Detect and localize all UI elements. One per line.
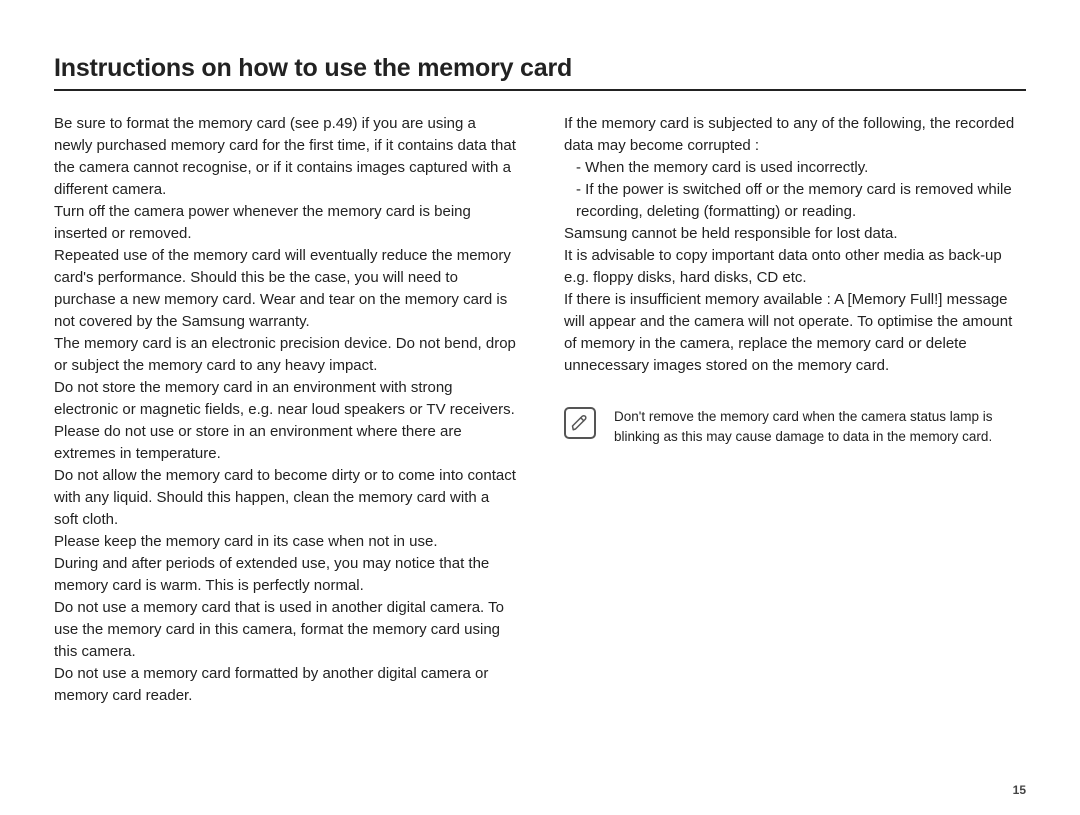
sub-item: - If the power is switched off or the me… (576, 179, 1026, 223)
page-number: 15 (1013, 783, 1026, 797)
sub-list: - When the memory card is used incorrect… (564, 157, 1026, 223)
list-item: Do not use a memory card formatted by an… (54, 663, 516, 707)
list-item: Please keep the memory card in its case … (54, 531, 516, 553)
sub-item: - When the memory card is used incorrect… (576, 157, 1026, 179)
left-list: Be sure to format the memory card (see p… (54, 113, 516, 707)
list-item: Do not store the memory card in an envir… (54, 377, 516, 421)
list-item-text: If the memory card is subjected to any o… (564, 115, 1014, 154)
list-item: Samsung cannot be held responsible for l… (564, 223, 1026, 245)
list-item: Please do not use or store in an environ… (54, 421, 516, 465)
left-column: Be sure to format the memory card (see p… (54, 113, 516, 707)
list-item: Repeated use of the memory card will eve… (54, 245, 516, 333)
list-item: Do not allow the memory card to become d… (54, 465, 516, 531)
note-icon-wrap (564, 407, 596, 447)
manual-page: Instructions on how to use the memory ca… (0, 0, 1080, 815)
list-item: Be sure to format the memory card (see p… (54, 113, 516, 201)
note-text: Don't remove the memory card when the ca… (614, 407, 1026, 447)
list-item: It is advisable to copy important data o… (564, 245, 1026, 289)
list-item: Do not use a memory card that is used in… (54, 597, 516, 663)
list-item: If the memory card is subjected to any o… (564, 113, 1026, 223)
list-item: The memory card is an electronic precisi… (54, 333, 516, 377)
two-column-layout: Be sure to format the memory card (see p… (54, 113, 1026, 707)
right-list: If the memory card is subjected to any o… (564, 113, 1026, 377)
list-item: During and after periods of extended use… (54, 553, 516, 597)
right-column: If the memory card is subjected to any o… (564, 113, 1026, 707)
list-item: If there is insufﬁcient memory available… (564, 289, 1026, 377)
page-title: Instructions on how to use the memory ca… (54, 54, 1026, 91)
note-box: Don't remove the memory card when the ca… (564, 407, 1026, 447)
list-item: Turn off the camera power whenever the m… (54, 201, 516, 245)
note-icon (564, 407, 596, 439)
pencil-icon (571, 414, 589, 432)
